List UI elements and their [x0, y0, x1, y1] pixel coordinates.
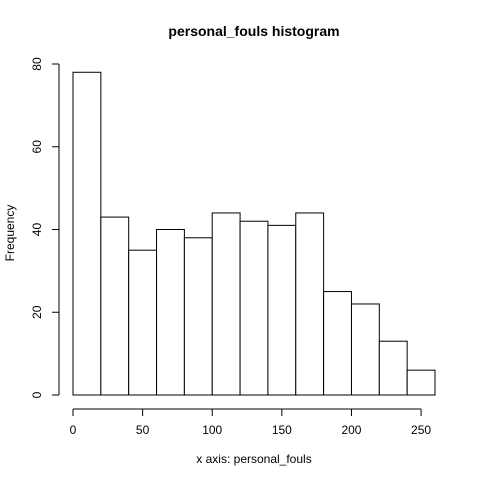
- histogram-bar-10: [350, 303, 380, 396]
- y-tick-label-3: 60: [30, 140, 44, 154]
- x-axis-label: x axis: personal_fouls: [196, 452, 311, 466]
- histogram-bar-2: [128, 249, 158, 396]
- x-tick-label-2: 100: [202, 423, 222, 437]
- y-axis-label: Frequency: [3, 205, 17, 262]
- x-tick-label-4: 200: [341, 423, 361, 437]
- histogram-bar-0: [72, 71, 102, 396]
- x-tick-label-1: 50: [136, 423, 150, 437]
- histogram-bar-9: [323, 291, 352, 396]
- histogram-bar-11: [378, 340, 408, 396]
- y-axis: 0 20 40 60 80: [30, 57, 60, 398]
- x-tick-label-5: 250: [411, 423, 431, 437]
- y-tick-label-1: 20: [30, 305, 44, 319]
- y-tick-label-0: 0: [30, 391, 44, 398]
- histogram-bar-6: [239, 220, 269, 396]
- histogram-bar-1: [100, 216, 130, 396]
- x-axis: 0 50 100 150 200 250: [70, 408, 431, 437]
- x-tick-label-0: 0: [70, 423, 77, 437]
- histogram-bar-7: [267, 224, 297, 396]
- histogram-bar-3: [156, 229, 185, 396]
- y-tick-label-4: 80: [30, 57, 44, 71]
- histogram-bars: [72, 71, 436, 396]
- chart-title: personal_fouls histogram: [168, 23, 339, 39]
- x-tick-label-3: 150: [272, 423, 292, 437]
- histogram-bar-8: [295, 212, 325, 396]
- histogram-bar-5: [211, 212, 241, 396]
- histogram-bar-4: [183, 237, 213, 396]
- histogram-bar-12: [406, 369, 436, 396]
- y-tick-label-2: 40: [30, 223, 44, 237]
